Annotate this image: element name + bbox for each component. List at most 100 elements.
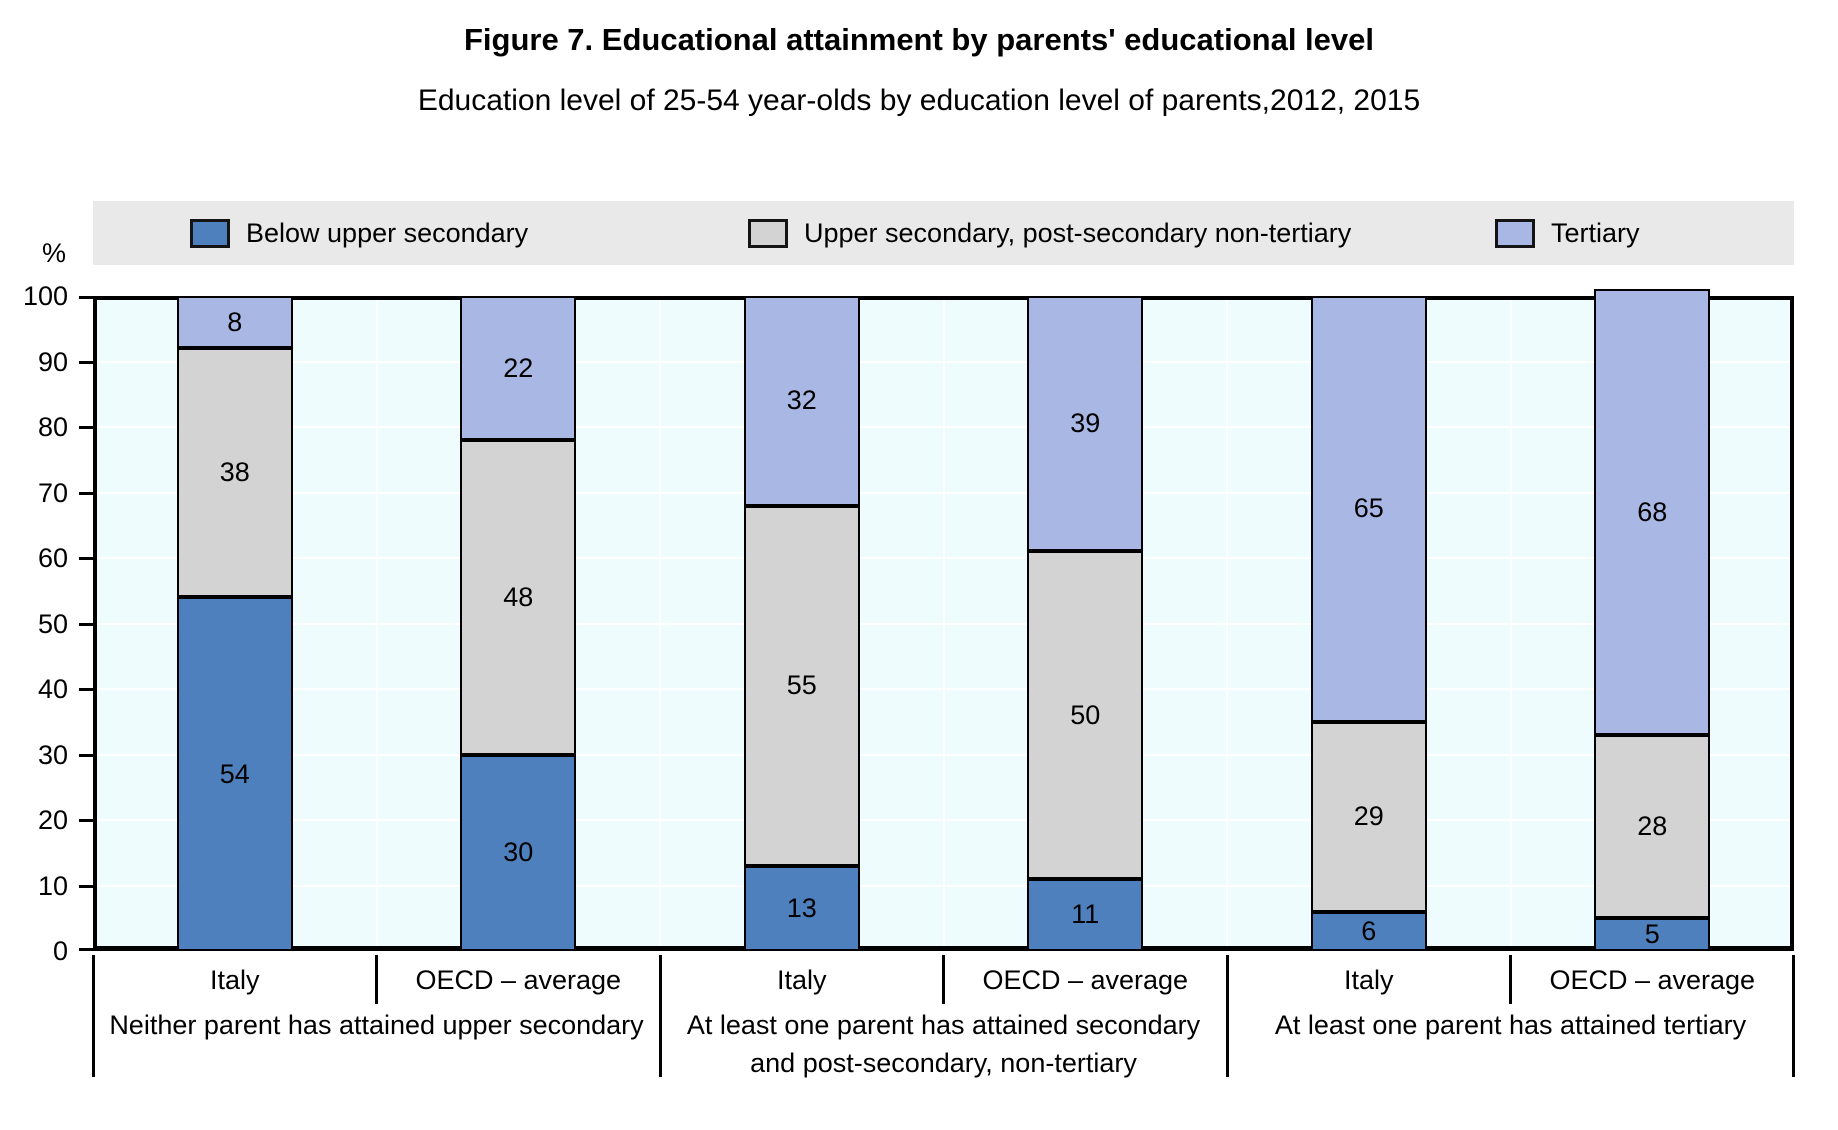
bar-segment: 22 — [460, 296, 577, 441]
bar-segment: 39 — [1027, 296, 1144, 552]
category-label: OECD – average — [982, 965, 1189, 995]
group-label: Neither parent has attained upper second… — [109, 1010, 644, 1040]
legend-swatch-icon — [748, 218, 788, 248]
gridline-vertical — [659, 300, 661, 946]
bar-value-label: 5 — [1644, 919, 1660, 950]
y-axis-tick — [79, 557, 93, 560]
legend-item: Upper secondary, post-secondary non-tert… — [748, 201, 1351, 265]
y-axis-label: 80 — [37, 412, 68, 442]
gridline-vertical — [1226, 300, 1228, 946]
y-axis-tick — [79, 491, 93, 495]
bar-segment: 38 — [176, 348, 293, 598]
bar-segment: 65 — [1310, 296, 1427, 722]
bar-segment: 29 — [1310, 721, 1427, 912]
group-label: At least one parent has attained tertiar… — [1274, 1010, 1747, 1040]
bar-value-label: 28 — [1637, 811, 1668, 842]
group-label: At least one parent has attained seconda… — [686, 1010, 1201, 1078]
category-separator — [942, 955, 945, 1004]
bar-value-label: 65 — [1353, 493, 1384, 524]
bar-value-label: 29 — [1353, 801, 1384, 832]
bar-segment: 54 — [176, 597, 293, 951]
y-axis-label: 90 — [37, 346, 68, 377]
group-separator — [1792, 955, 1795, 1077]
gridline-vertical — [1509, 300, 1512, 946]
figure-title: Figure 7. Educational attainment by pare… — [463, 22, 1375, 57]
bar-segment: 32 — [743, 296, 860, 506]
plot-area — [93, 296, 1794, 951]
y-axis-label: 0 — [52, 936, 68, 966]
y-axis-label: 30 — [37, 739, 68, 770]
gridline-vertical — [375, 300, 378, 946]
bar-value-label: 30 — [503, 837, 534, 868]
legend-label: Upper secondary, post-secondary non-tert… — [804, 217, 1352, 248]
bar-value-label: 68 — [1637, 496, 1668, 527]
group-separator — [1226, 955, 1229, 1077]
group-separator — [659, 955, 662, 1077]
bar-segment: 30 — [460, 754, 577, 951]
group-separator — [92, 955, 95, 1077]
bar-value-label: 32 — [786, 385, 817, 416]
bar-value-label: 6 — [1361, 915, 1377, 946]
bar-italy-group3: 6 29 65 — [1310, 296, 1427, 951]
bar-italy-group2: 13 55 32 — [743, 296, 860, 951]
y-axis-tick — [79, 819, 93, 822]
bar-oecd-average-group3: 5 28 68 — [1594, 289, 1711, 951]
category-label: Italy — [776, 965, 827, 995]
bar-value-label: 39 — [1070, 408, 1101, 439]
bar-value-label: 55 — [786, 670, 817, 701]
bar-value-label: 22 — [503, 352, 534, 383]
legend-label: Below upper secondary — [246, 217, 529, 248]
bar-value-label: 13 — [786, 892, 817, 923]
y-axis-label: 60 — [37, 543, 68, 573]
y-axis-tick — [79, 622, 93, 626]
bar-segment: 5 — [1594, 918, 1711, 951]
category-label: OECD – average — [1549, 965, 1756, 995]
bar-oecd-average-group1: 30 48 22 — [460, 296, 577, 951]
bar-value-label: 38 — [219, 457, 250, 488]
bar-segment: 48 — [460, 440, 577, 755]
legend: Below upper secondary Upper secondary, po… — [93, 201, 1794, 265]
y-axis-tick — [79, 688, 93, 691]
legend-label: Tertiary — [1551, 217, 1640, 248]
y-axis-unit-label: % — [41, 238, 66, 268]
category-separator — [1509, 955, 1512, 1004]
bar-segment: 55 — [743, 505, 860, 866]
bar-value-label: 48 — [503, 581, 534, 612]
y-axis-tick — [79, 753, 93, 757]
bar-segment: 8 — [176, 296, 293, 349]
bar-value-label: 54 — [219, 758, 250, 789]
bar-italy-group1: 54 38 8 — [176, 296, 293, 951]
y-axis-tick — [79, 296, 93, 299]
legend-item: Tertiary — [1495, 201, 1640, 265]
category-separator — [375, 955, 378, 1004]
y-axis-tick — [79, 884, 93, 888]
bar-value-label: 50 — [1070, 699, 1101, 730]
figure-subtitle: Education level of 25-54 year-olds by ed… — [417, 84, 1421, 117]
category-label: Italy — [1343, 965, 1394, 995]
bar-segment: 68 — [1594, 289, 1711, 735]
y-axis-label: 40 — [37, 674, 68, 704]
bar-segment: 11 — [1027, 878, 1144, 951]
legend-swatch-icon — [190, 218, 230, 248]
bar-segment: 28 — [1594, 734, 1711, 919]
category-label: OECD – average — [415, 965, 622, 995]
y-axis-tick — [79, 948, 93, 951]
bar-segment: 13 — [743, 865, 860, 951]
y-axis-label: 70 — [37, 477, 68, 508]
bar-segment: 50 — [1027, 551, 1144, 879]
y-axis-label: 10 — [37, 870, 68, 901]
bar-oecd-average-group2: 11 50 39 — [1027, 296, 1144, 951]
gridline-vertical — [942, 300, 945, 946]
legend-swatch-icon — [1495, 218, 1535, 248]
legend-item: Below upper secondary — [190, 201, 528, 265]
bar-segment: 6 — [1310, 911, 1427, 951]
y-axis-tick — [79, 426, 93, 429]
bar-value-label: 11 — [1071, 899, 1100, 930]
category-label: Italy — [209, 965, 260, 995]
bar-value-label: 8 — [227, 306, 243, 337]
y-axis-label: 100 — [22, 281, 68, 311]
y-axis-label: 20 — [37, 805, 68, 835]
y-axis-tick — [79, 360, 93, 364]
y-axis-label: 50 — [37, 608, 68, 639]
